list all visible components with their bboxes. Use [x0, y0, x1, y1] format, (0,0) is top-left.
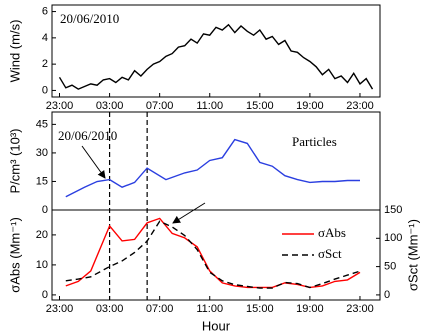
plot-frame — [51, 111, 381, 211]
y-tick-label: 45 — [36, 118, 48, 130]
annotation: 20/06/2010 — [58, 128, 117, 143]
x-tick-label: 23:00 — [346, 100, 374, 112]
annotation: Particles — [292, 134, 337, 149]
y-axis-label: σAbs (Mm⁻¹) — [7, 217, 22, 293]
x-tick-label: 03:00 — [96, 303, 124, 315]
y2-axis-label: σSct (Mm⁻¹) — [405, 219, 420, 291]
y-tick-label: 6 — [42, 5, 48, 17]
x-tick-label: 15:00 — [246, 303, 274, 315]
data-line — [65, 138, 360, 198]
y-tick-label: 15 — [36, 175, 48, 187]
y-tick-label: 0 — [42, 84, 48, 96]
y2-tick-label: 0 — [384, 289, 390, 301]
y-tick-label: 20 — [36, 229, 48, 241]
plot-frame — [51, 4, 381, 98]
data-line — [58, 23, 374, 90]
y-tick-label: 0 — [42, 289, 48, 301]
x-tick-label: 19:00 — [296, 303, 324, 315]
y-tick-label: 10 — [36, 259, 48, 271]
y-tick-label: 30 — [36, 147, 48, 159]
annotation: 20/06/2010 — [60, 11, 119, 26]
plot-frame — [51, 209, 381, 301]
y-axis-label: P/cm³ (10³) — [7, 129, 22, 194]
legend-label: σSct — [318, 246, 342, 261]
y2-tick-label: 100 — [384, 232, 402, 244]
x-tick-label: 23:00 — [346, 303, 374, 315]
legend-label: σAbs — [318, 225, 346, 240]
y-tick-label: 2 — [42, 58, 48, 70]
x-tick-label: 11:00 — [196, 100, 223, 112]
x-tick-label: 23:00 — [46, 100, 74, 112]
y2-tick-label: 150 — [384, 204, 402, 216]
arrow — [172, 202, 206, 224]
y-tick-label: 0 — [42, 204, 48, 216]
x-tick-label: 07:00 — [146, 303, 174, 315]
y-tick-label: 4 — [42, 32, 48, 44]
x-tick-label: 19:00 — [296, 100, 324, 112]
x-tick-label: 23:00 — [46, 303, 74, 315]
x-tick-label: 07:00 — [146, 100, 174, 112]
data-line — [65, 220, 361, 289]
y2-tick-label: 50 — [384, 261, 396, 273]
x-axis-label: Hour — [202, 318, 231, 333]
data-line — [65, 217, 361, 289]
x-tick-label: 11:00 — [196, 303, 223, 315]
x-tick-label: 03:00 — [96, 100, 124, 112]
x-tick-label: 15:00 — [246, 100, 274, 112]
arrow — [81, 145, 106, 179]
y-axis-label: Wind (m/s) — [7, 20, 22, 83]
